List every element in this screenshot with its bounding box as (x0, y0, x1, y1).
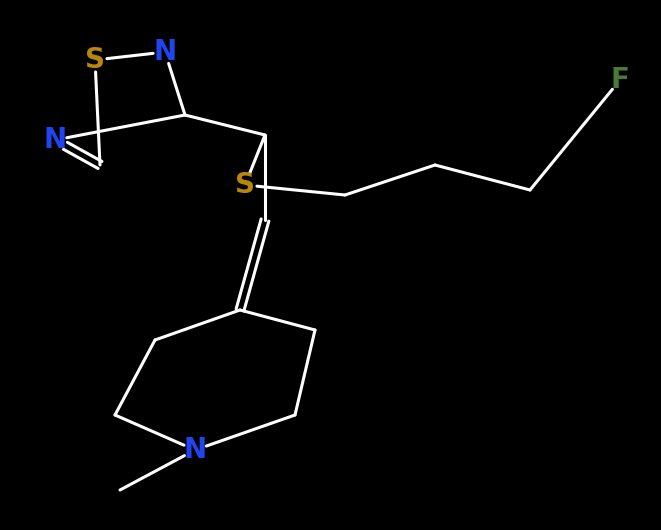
Text: S: S (85, 46, 105, 74)
Text: N: N (44, 126, 67, 154)
Text: F: F (611, 66, 629, 94)
Text: N: N (184, 436, 206, 464)
Text: N: N (153, 38, 176, 66)
Text: S: S (235, 171, 255, 199)
